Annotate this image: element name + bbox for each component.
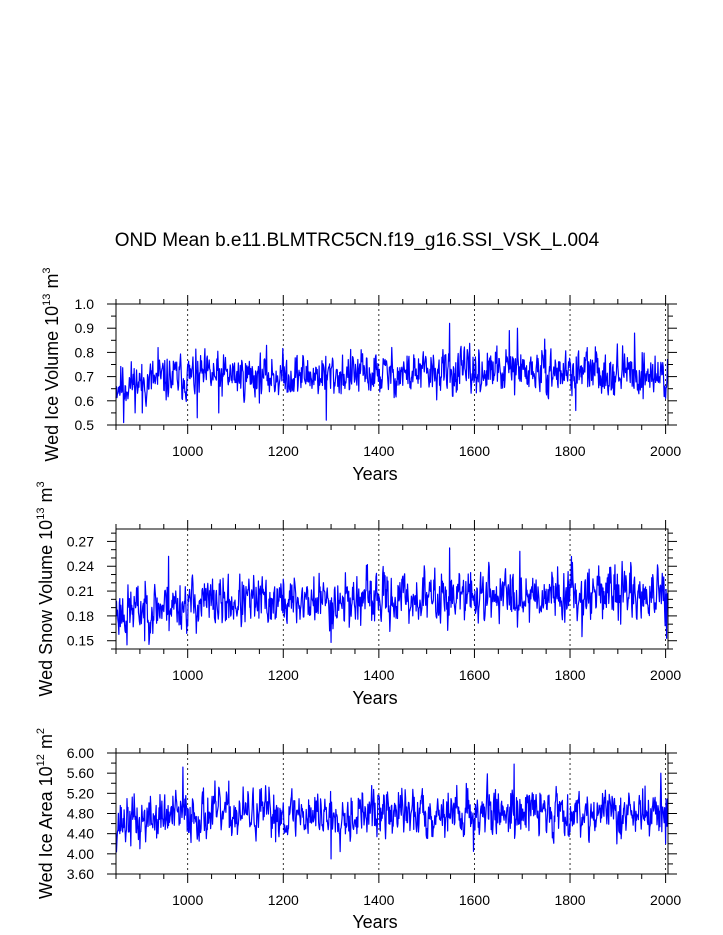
panel-snow-volume: 0.15 0.18 0.21 0.24 0.27 1000 1200 1400 1600 1800… [35, 481, 681, 708]
x-tick-label: 1600 [459, 443, 490, 459]
x-tick-label: 1400 [363, 892, 394, 908]
y-tick-label: 0.15 [67, 633, 94, 649]
y-tick-label: 4.00 [67, 846, 94, 862]
y-axis-label: Wed Snow Volume 1013 m3 [35, 481, 56, 696]
x-tick-label: 1600 [459, 892, 490, 908]
y-tick-label: 1.0 [75, 296, 95, 312]
y-tick-label: 0.9 [75, 320, 95, 336]
x-tick-label: 1400 [363, 443, 394, 459]
x-tick-label: 2000 [650, 443, 681, 459]
y-axis-label: Wed Ice Area 1012 m2 [35, 728, 56, 899]
x-tick-label: 2000 [650, 667, 681, 683]
y-tick-label: 0.6 [75, 393, 95, 409]
x-tick-label: 1400 [363, 667, 394, 683]
plot-frame [115, 528, 669, 650]
series-line-ice_volume [115, 322, 669, 424]
x-tick-label: 1200 [268, 892, 299, 908]
y-tick-label: 4.40 [67, 826, 94, 842]
chart-title: OND Mean b.e11.BLMTRC5CN.f19_g16.SSI_VSK… [115, 230, 600, 251]
y-tick-label: 4.80 [67, 806, 94, 822]
x-tick-label: 1000 [172, 443, 203, 459]
x-tick-label: 1000 [172, 667, 203, 683]
y-tick-label: 0.7 [75, 369, 95, 385]
y-tick-label: 0.5 [75, 417, 95, 433]
series-line-ice_area [115, 763, 669, 860]
y-tick-label: 3.60 [67, 866, 94, 882]
series-line-snow_volume [115, 547, 669, 646]
y-tick-label: 5.60 [67, 765, 94, 781]
y-tick-label: 0.21 [67, 583, 94, 599]
y-tick-label: 5.20 [67, 785, 94, 801]
x-axis-label: Years [352, 912, 397, 932]
y-axis-label: Wed Ice Volume 1013 m3 [41, 267, 62, 461]
x-axis-label: Years [352, 464, 397, 484]
y-tick-label: 0.18 [67, 608, 94, 624]
x-tick-label: 1200 [268, 667, 299, 683]
x-tick-label: 2000 [650, 892, 681, 908]
panel-ice-area: 3.60 4.00 4.40 4.80 5.20 5.60 6.00 1000 1200 1400… [35, 728, 681, 932]
x-tick-label: 1800 [554, 667, 585, 683]
x-tick-label: 1800 [554, 443, 585, 459]
x-tick-label: 1600 [459, 667, 490, 683]
y-tick-label: 0.8 [75, 344, 95, 360]
y-tick-label: 0.24 [67, 558, 94, 574]
x-tick-label: 1800 [554, 892, 585, 908]
x-tick-label: 1200 [268, 443, 299, 459]
x-axis-label: Years [352, 688, 397, 708]
y-tick-label: 6.00 [67, 745, 94, 761]
y-tick-label: 0.27 [67, 533, 94, 549]
x-tick-label: 1000 [172, 892, 203, 908]
panel-ice-volume: 0.5 0.6 0.7 0.8 0.9 1.0 1000 1200 1400 1600 1800 20… [41, 267, 681, 484]
